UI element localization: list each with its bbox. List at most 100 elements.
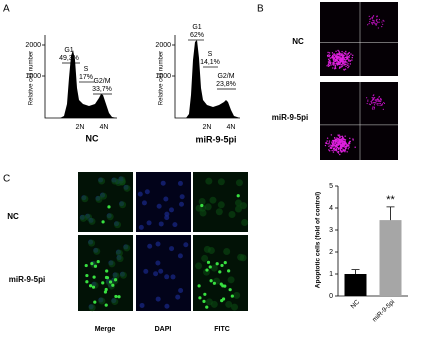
event-dot [327, 143, 329, 145]
event-dot [326, 137, 329, 139]
event-dot [344, 146, 346, 148]
event-dot [374, 99, 376, 101]
cell-stain [209, 196, 217, 204]
event-dot [330, 61, 332, 64]
event-dot [354, 146, 356, 148]
event-dot [366, 97, 368, 99]
fitc-spot [113, 278, 118, 282]
cell-stain [123, 184, 131, 192]
cell-stain [234, 205, 242, 213]
event-dot [329, 63, 332, 65]
row-label: NC [292, 37, 304, 46]
event-dot [341, 52, 343, 55]
event-dot [377, 104, 379, 106]
gate-label: G1 [64, 47, 73, 54]
fitc-spot [203, 292, 207, 296]
event-dot [328, 52, 331, 54]
event-dot [339, 58, 342, 60]
cell-stain [98, 177, 106, 185]
event-dot [345, 147, 348, 149]
event-dot [337, 49, 339, 52]
fitc-spot [101, 220, 105, 224]
event-dot [378, 96, 380, 98]
event-dot [380, 98, 382, 100]
event-dot [373, 104, 376, 106]
event-dot [340, 151, 343, 153]
fitc-spot [208, 265, 212, 269]
nucleus [168, 207, 174, 213]
event-dot [349, 140, 351, 143]
fitc-spot [228, 288, 232, 292]
event-dot [350, 53, 352, 55]
event-dot [332, 61, 334, 64]
event-dot [375, 102, 377, 104]
nucleus [158, 268, 164, 274]
nucleus [172, 222, 178, 228]
event-dot [338, 57, 340, 59]
cell-stain [111, 177, 119, 185]
event-dot [340, 138, 343, 141]
event-dot [338, 63, 340, 65]
gate-label: S [208, 51, 213, 58]
event-dot [343, 138, 346, 141]
event-dot [349, 60, 351, 62]
event-dot [370, 100, 372, 103]
fitc-spot [114, 294, 118, 299]
cell-stain [201, 254, 209, 262]
nucleus [144, 189, 150, 195]
x-label: 2N [203, 124, 212, 131]
cell-stain [228, 210, 236, 218]
event-dot [336, 150, 338, 152]
event-dot [340, 140, 342, 143]
event-dot [346, 55, 348, 57]
cell-stain [100, 192, 108, 200]
event-dot [343, 57, 345, 59]
x-label: 4N [100, 124, 109, 131]
event-dot [341, 50, 343, 53]
cell-stain [225, 300, 233, 308]
fitc-spot [218, 270, 222, 274]
event-dot [383, 20, 385, 22]
event-dot [338, 53, 340, 55]
event-dot [373, 19, 375, 22]
event-dot [340, 66, 342, 68]
event-dot [348, 142, 351, 145]
y-tick-label: 5 [329, 183, 333, 190]
cell-stain [198, 198, 206, 206]
event-dot [372, 106, 374, 108]
event-dot [341, 54, 343, 56]
cell-stain [217, 178, 225, 186]
event-dot [337, 150, 340, 153]
event-dot [380, 104, 383, 106]
event-dot [333, 137, 336, 139]
event-dot [332, 54, 334, 57]
event-dot [373, 108, 376, 110]
event-dot [337, 138, 340, 140]
event-dot [345, 63, 347, 66]
event-dot [344, 56, 346, 59]
fitc-spot [91, 285, 96, 289]
event-dot [329, 144, 331, 146]
event-dot [382, 23, 384, 25]
event-dot [333, 149, 335, 152]
bar [379, 220, 402, 296]
cell-stain [235, 179, 243, 187]
event-dot [377, 99, 379, 101]
event-dot [376, 19, 378, 21]
cell-stain [114, 221, 122, 229]
event-dot [344, 68, 347, 70]
cell-stain [227, 276, 235, 284]
fitc-spot [105, 276, 110, 280]
scatter-images [320, 2, 398, 160]
event-dot [337, 141, 339, 144]
x-tick-label: NC [350, 298, 362, 310]
y-tick-label: 4 [329, 205, 333, 212]
event-dot [330, 134, 333, 136]
event-dot [335, 145, 337, 148]
cell-stain [195, 262, 203, 270]
event-dot [339, 53, 342, 55]
event-dot [338, 52, 341, 54]
nucleus [179, 194, 185, 200]
gate-label: G1 [192, 24, 201, 31]
